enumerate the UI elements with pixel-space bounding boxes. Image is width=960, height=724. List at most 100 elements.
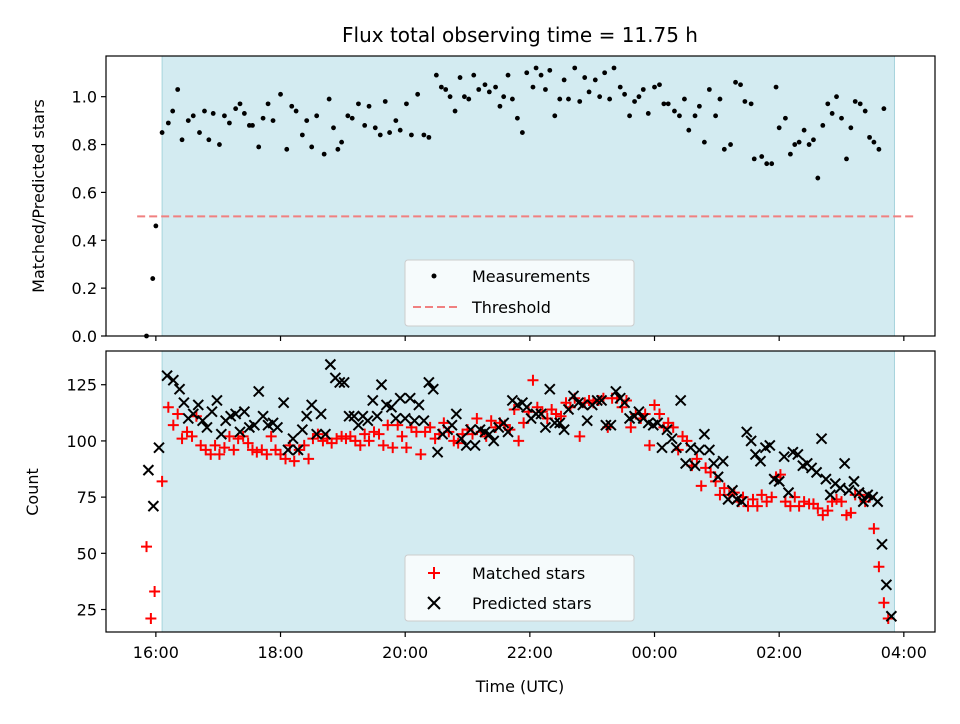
x-tick-label: 02:00 bbox=[756, 643, 802, 662]
data-point bbox=[543, 87, 548, 92]
data-point bbox=[331, 433, 343, 445]
data-point bbox=[175, 87, 181, 92]
data-point bbox=[229, 408, 242, 420]
data-point bbox=[186, 430, 198, 442]
data-point bbox=[547, 67, 553, 73]
bottom-legend: Matched stars Predicted stars bbox=[404, 554, 635, 622]
data-point bbox=[853, 486, 865, 499]
data-point bbox=[769, 161, 775, 167]
data-point bbox=[415, 448, 427, 460]
data-point bbox=[836, 496, 848, 508]
data-point bbox=[314, 113, 320, 119]
data-point bbox=[574, 430, 586, 442]
bottom-y-axis-label: Count bbox=[23, 468, 42, 516]
data-point bbox=[469, 439, 481, 452]
y-tick-label: 0.2 bbox=[72, 279, 97, 298]
data-point bbox=[153, 223, 159, 229]
data-point bbox=[745, 435, 757, 447]
data-point bbox=[457, 75, 463, 80]
data-point bbox=[792, 448, 804, 461]
data-point bbox=[871, 495, 884, 508]
data-point bbox=[284, 146, 290, 152]
data-point bbox=[215, 428, 228, 440]
y-tick-label: 1.0 bbox=[72, 88, 97, 107]
data-point bbox=[776, 125, 782, 131]
data-point bbox=[359, 428, 371, 440]
data-point bbox=[686, 127, 692, 133]
data-point bbox=[718, 482, 730, 494]
data-point bbox=[211, 394, 223, 407]
y-tick-label: 75 bbox=[77, 488, 97, 507]
data-point bbox=[876, 146, 882, 152]
data-point bbox=[756, 489, 768, 501]
data-point bbox=[792, 142, 798, 147]
data-point bbox=[396, 430, 408, 442]
data-point bbox=[287, 432, 299, 445]
data-point bbox=[834, 94, 839, 100]
data-point bbox=[455, 432, 467, 445]
data-point bbox=[170, 108, 176, 114]
data-point bbox=[426, 134, 432, 140]
data-point bbox=[815, 175, 821, 181]
data-point bbox=[288, 455, 300, 467]
data-point bbox=[600, 419, 612, 431]
data-point bbox=[839, 115, 844, 121]
data-point bbox=[238, 405, 251, 418]
data-point bbox=[256, 144, 262, 150]
data-point bbox=[372, 125, 378, 131]
data-point bbox=[838, 457, 851, 470]
data-point bbox=[698, 428, 711, 440]
data-point bbox=[656, 441, 668, 454]
data-point bbox=[519, 130, 525, 135]
data-point bbox=[460, 439, 472, 452]
data-point bbox=[749, 448, 762, 461]
top-y-axis-label: Matched/Predicted stars bbox=[29, 99, 48, 293]
data-point bbox=[349, 115, 355, 121]
data-point bbox=[611, 65, 617, 71]
data-point bbox=[789, 491, 801, 503]
data-point bbox=[674, 394, 687, 407]
data-point bbox=[521, 401, 533, 413]
data-point bbox=[617, 84, 623, 90]
data-point bbox=[689, 459, 701, 472]
data-point bbox=[345, 113, 351, 119]
data-point bbox=[876, 538, 888, 551]
data-point bbox=[303, 453, 315, 465]
data-point bbox=[260, 115, 266, 121]
data-point bbox=[549, 417, 561, 429]
data-point bbox=[693, 444, 706, 456]
data-point bbox=[787, 151, 793, 157]
data-point bbox=[176, 433, 188, 445]
data-point bbox=[822, 505, 834, 517]
data-point bbox=[206, 137, 212, 143]
bottom-axes-frame bbox=[105, 350, 936, 633]
data-point bbox=[335, 146, 341, 152]
data-point bbox=[192, 399, 204, 411]
data-point bbox=[149, 586, 161, 598]
data-point bbox=[227, 120, 232, 126]
data-point bbox=[324, 358, 337, 371]
data-point bbox=[696, 103, 702, 109]
data-point bbox=[210, 111, 216, 116]
data-point bbox=[241, 111, 247, 116]
data-point bbox=[533, 65, 539, 71]
data-point bbox=[339, 139, 345, 145]
data-point bbox=[250, 123, 255, 128]
data-point bbox=[321, 151, 327, 157]
data-point bbox=[167, 374, 180, 386]
data-point bbox=[844, 156, 849, 162]
data-point bbox=[292, 444, 304, 456]
data-point bbox=[362, 123, 368, 128]
data-point bbox=[815, 432, 828, 445]
data-point bbox=[145, 613, 157, 625]
data-point bbox=[156, 475, 168, 487]
data-point bbox=[857, 495, 870, 508]
data-point bbox=[356, 101, 361, 107]
data-point bbox=[348, 410, 360, 422]
y-tick-label: 0.6 bbox=[72, 183, 97, 202]
data-point bbox=[852, 99, 858, 104]
data-point bbox=[722, 493, 734, 506]
data-point bbox=[165, 120, 171, 126]
data-point bbox=[640, 87, 646, 92]
